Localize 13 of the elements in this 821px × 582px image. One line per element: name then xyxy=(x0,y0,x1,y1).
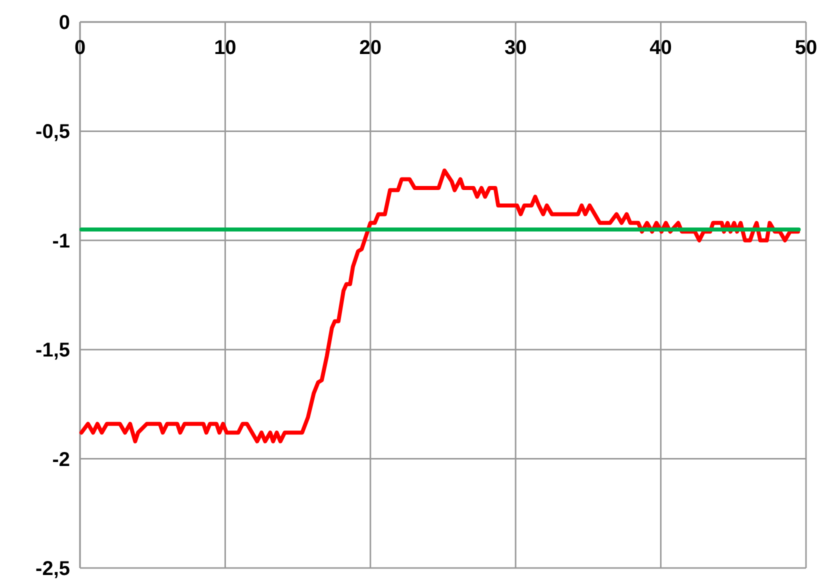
line-series xyxy=(79,168,800,444)
x-tick-label: 40 xyxy=(650,37,672,59)
y-tick-label: -0,5 xyxy=(36,121,70,144)
y-tick-label: 0 xyxy=(58,12,70,34)
y-tick-label: -2,5 xyxy=(36,558,70,580)
y-tick-label: -1 xyxy=(52,230,70,252)
y-tick-label: -1,5 xyxy=(36,340,70,362)
x-tick-label: 0 xyxy=(74,37,86,59)
x-tick-label: 30 xyxy=(504,37,527,59)
y-tick-label: -2 xyxy=(52,448,70,471)
x-tick-label: 50 xyxy=(794,37,818,59)
x-tick-label: 20 xyxy=(359,37,382,59)
x-tick-label: 10 xyxy=(214,37,236,59)
